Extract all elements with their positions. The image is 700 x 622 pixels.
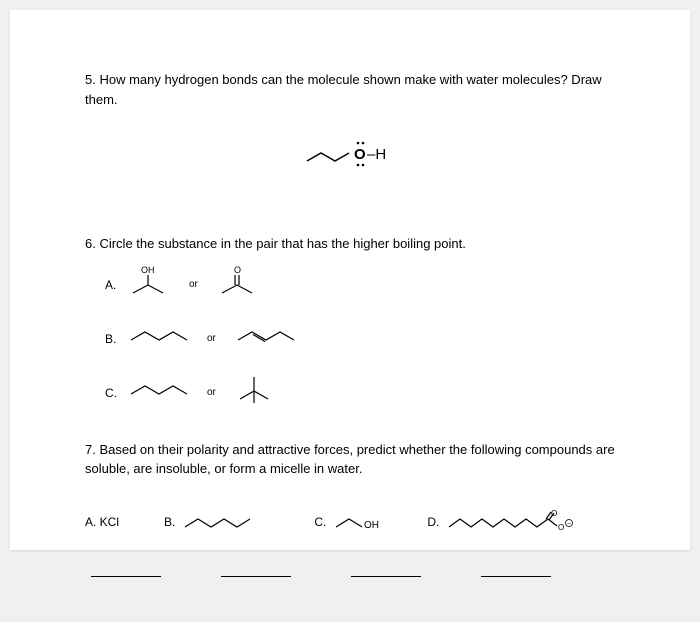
- q5-molecule: O –H: [85, 139, 615, 184]
- q7-item-b: B.: [164, 513, 259, 531]
- q6-c-label: C.: [105, 386, 127, 400]
- q6-c-or: or: [207, 387, 216, 398]
- svg-text:OH: OH: [364, 520, 379, 531]
- svg-text:–H: –H: [367, 146, 386, 163]
- q6-a-left-mol: OH: [127, 265, 171, 304]
- svg-text:−: −: [567, 521, 571, 528]
- svg-text:O: O: [551, 509, 557, 518]
- q6-a-or: or: [189, 279, 198, 290]
- q7-item-c: C. OH: [314, 513, 392, 531]
- q7-item-d: D. O O −: [427, 509, 575, 535]
- q5-text: 5. How many hydrogen bonds can the molec…: [85, 70, 615, 109]
- q7-a-label: A. KCl: [85, 515, 119, 529]
- q6-pairs: A. OH or O B.: [105, 268, 615, 410]
- hexane-icon: [181, 513, 259, 531]
- q7-d-label: D.: [427, 515, 439, 529]
- svg-text:O: O: [558, 523, 564, 532]
- blank-a: [91, 575, 161, 577]
- propanol-icon: OH: [332, 513, 392, 531]
- q6-b-left-mol: [127, 326, 189, 351]
- decanoate-icon: O O −: [445, 509, 575, 535]
- q6-b-label: B.: [105, 332, 127, 346]
- q6-row-b: B. or: [105, 322, 615, 356]
- q7-items: A. KCl B. C. OH D. O O: [85, 509, 615, 535]
- q7-item-a: A. KCl: [85, 515, 119, 529]
- q6-a-label: A.: [105, 278, 127, 292]
- svg-text:OH: OH: [141, 265, 155, 275]
- q6-text: 6. Circle the substance in the pair that…: [85, 234, 615, 254]
- q6-row-c: C. or: [105, 376, 615, 410]
- q7-text: 7. Based on their polarity and attractiv…: [85, 440, 615, 479]
- q6-a-right-mol: O: [216, 265, 260, 304]
- q6-c-left-mol: [127, 380, 189, 405]
- answer-blanks: [91, 575, 615, 577]
- q7-c-label: C.: [314, 515, 326, 529]
- blank-b: [221, 575, 291, 577]
- blank-c: [351, 575, 421, 577]
- blank-d: [481, 575, 551, 577]
- worksheet-page: 5. How many hydrogen bonds can the molec…: [10, 10, 690, 550]
- q7-b-label: B.: [164, 515, 175, 529]
- svg-text:O: O: [234, 265, 241, 275]
- q6-b-right-mol: [234, 326, 296, 351]
- q6-row-a: A. OH or O: [105, 268, 615, 302]
- q6-b-or: or: [207, 333, 216, 344]
- q6-c-right-mol: [234, 375, 274, 410]
- svg-text:O: O: [354, 146, 366, 163]
